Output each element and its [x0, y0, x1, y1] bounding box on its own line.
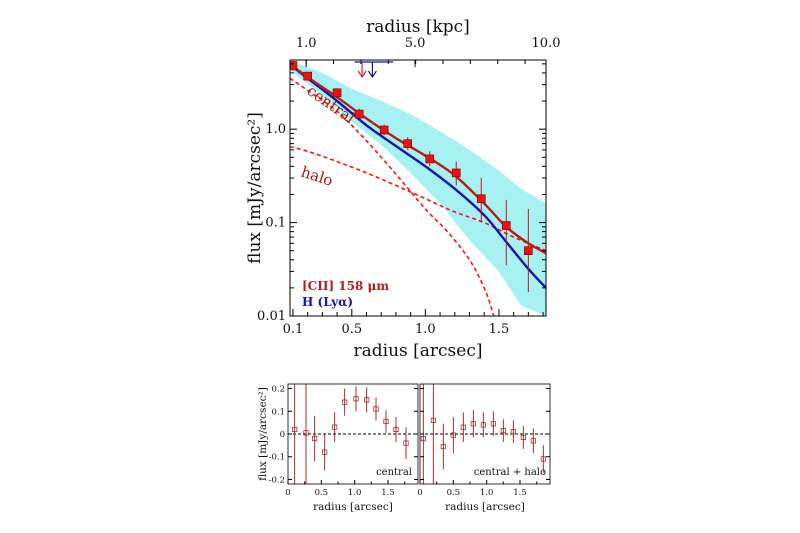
residual-point	[440, 443, 446, 450]
y-tick-label: -0.1	[269, 453, 285, 463]
right-ticks: 0 0.5 1.0 1.5	[417, 388, 550, 498]
y-tick-label: 0.1	[271, 407, 285, 417]
y-tick-label: 0	[280, 430, 285, 440]
residual-point	[450, 432, 456, 438]
left-annotation: central	[376, 467, 412, 478]
y-tick-label: 0.1	[265, 216, 286, 231]
cii-data-point	[524, 246, 533, 256]
cii-data-point	[332, 88, 342, 98]
x-tick-label: 0.5	[341, 322, 362, 337]
residual-point	[373, 406, 379, 412]
x-tick-label: 1.5	[513, 488, 527, 498]
upper-limit-arrowhead	[357, 70, 367, 79]
x-tick-label: 0.5	[447, 488, 461, 498]
residual-point	[540, 456, 546, 462]
cii-data-point	[476, 194, 486, 204]
y-tick-label: 1.0	[265, 122, 286, 137]
top-tick-label: 1.0	[296, 36, 317, 51]
left-y-title: flux [mJy/arcsec²]	[257, 387, 269, 481]
residual-point	[420, 435, 426, 442]
residual-point	[500, 428, 506, 434]
residual-point	[303, 430, 309, 436]
annotation-halo: halo	[299, 163, 335, 190]
x-tick-label: 1.5	[489, 322, 510, 337]
cii-data-point	[451, 168, 461, 178]
bottom-axis-title: radius [arcsec]	[353, 341, 482, 361]
legend-lya: H (Lyα)	[302, 295, 353, 309]
x-tick-label: 0	[285, 488, 290, 498]
main-profile-panel: 0.1 0.5 1.0 1.50.010.11.01.0 5.0 10.0 radius …	[245, 17, 560, 361]
cii-data-point	[501, 221, 511, 230]
cii-data-point	[290, 61, 298, 70]
cii-data-point	[303, 71, 312, 81]
residual-point	[530, 438, 536, 444]
residual-points-central	[288, 384, 418, 484]
residual-panel-central: 0 0.5 1.0 1.5 -0.2 -0.1 0 0.1 0.2 central radius…	[257, 383, 419, 513]
x-tick-label: 1.0	[415, 322, 436, 337]
uncertainty-band	[290, 60, 546, 316]
residual-point	[480, 422, 486, 428]
lya-uncertainty-band	[290, 60, 546, 316]
left-ticks: 0 0.5 1.0 1.5 -0.2 -0.1 0 0.1 0.2	[269, 385, 418, 498]
residual-point	[292, 426, 298, 433]
residual-point	[460, 424, 466, 430]
y-axis-title: flux [mJy/arcsec²]	[245, 112, 265, 264]
residual-point	[430, 417, 436, 423]
y-tick-label: 0.01	[257, 309, 286, 324]
x-tick-label: 0.1	[283, 322, 304, 337]
cii-data-point	[379, 125, 389, 135]
upper-limit-arrows	[354, 61, 393, 79]
main-ticks: 0.1 0.5 1.0 1.50.010.11.01.0 5.0 10.0	[257, 36, 560, 337]
y-tick-label: 0.2	[271, 385, 285, 395]
cii-data-point	[403, 139, 413, 148]
central-component-line	[290, 77, 495, 316]
main-plot-frame	[289, 59, 547, 317]
cii-data-point	[354, 109, 364, 119]
upper-limit-arrowhead	[367, 70, 377, 79]
residual-point	[520, 434, 526, 440]
residual-point	[403, 440, 409, 446]
residual-point	[490, 421, 496, 427]
halo-component-line	[290, 145, 546, 252]
residual-point	[364, 397, 370, 403]
residual-points-central-halo	[420, 384, 550, 484]
residual-point	[353, 396, 359, 402]
residual-panel-central-halo: 0 0.5 1.0 1.5 central + halo radius [arcsec…	[417, 383, 551, 513]
residual-point	[383, 418, 389, 425]
right-annotation: central + halo	[474, 467, 546, 478]
data-points	[290, 60, 533, 293]
x-tick-label: 1.5	[381, 488, 395, 498]
residual-point	[510, 429, 516, 435]
x-tick-label: 1.0	[480, 488, 494, 498]
residual-point	[470, 421, 476, 427]
residual-point	[342, 399, 348, 405]
left-x-title: radius [arcsec]	[313, 501, 393, 513]
x-tick-label: 1.0	[348, 488, 362, 498]
top-axis-title: radius [kpc]	[366, 17, 470, 37]
residual-point	[332, 424, 338, 430]
y-tick-label: -0.2	[269, 475, 285, 485]
lya-profile-line	[290, 63, 546, 289]
cii-data-point	[425, 154, 435, 164]
legend-cii: [CII] 158 μm	[302, 279, 389, 293]
x-tick-label: 0.5	[315, 488, 329, 498]
x-tick-label: 0	[417, 488, 422, 498]
top-tick-label: 10.0	[532, 36, 561, 51]
right-x-title: radius [arcsec]	[445, 501, 525, 513]
residual-point	[322, 449, 328, 455]
model-lines	[290, 62, 546, 316]
top-tick-label: 5.0	[405, 36, 426, 51]
residual-point	[393, 426, 399, 433]
residual-point	[312, 435, 318, 442]
cii-profile-line	[290, 62, 546, 255]
